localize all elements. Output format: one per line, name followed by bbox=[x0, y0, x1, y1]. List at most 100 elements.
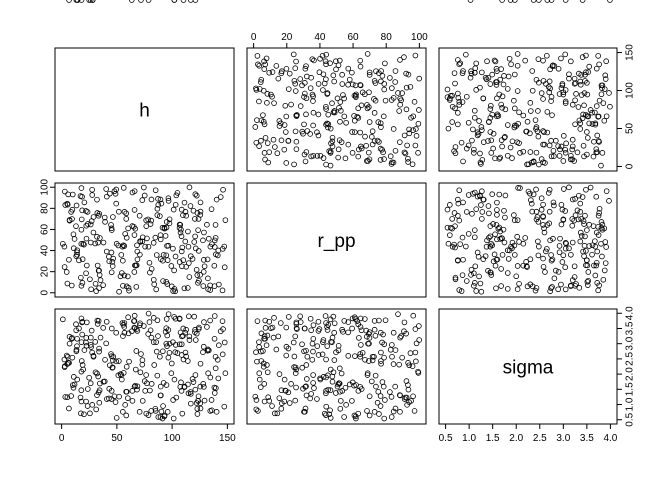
data-point bbox=[483, 243, 490, 250]
data-point bbox=[413, 340, 420, 347]
data-point bbox=[467, 74, 474, 81]
data-point bbox=[552, 267, 559, 274]
data-point bbox=[488, 137, 495, 144]
data-point bbox=[504, 286, 511, 292]
data-point bbox=[207, 374, 214, 381]
data-point bbox=[455, 196, 461, 203]
data-point bbox=[153, 252, 160, 258]
data-point bbox=[96, 348, 102, 355]
data-point bbox=[283, 343, 290, 350]
data-point bbox=[180, 325, 187, 332]
data-point bbox=[494, 113, 500, 120]
data-point bbox=[397, 392, 403, 399]
data-point bbox=[544, 222, 551, 228]
tick-label: 2.0 bbox=[509, 433, 523, 444]
data-point bbox=[323, 103, 329, 110]
data-point bbox=[511, 242, 518, 249]
data-point bbox=[92, 369, 99, 376]
data-point bbox=[303, 95, 310, 102]
data-point bbox=[97, 334, 104, 341]
data-point bbox=[293, 319, 300, 326]
data-point bbox=[209, 241, 215, 247]
tick-label: 1.0 bbox=[462, 433, 476, 444]
data-point bbox=[64, 394, 71, 401]
data-point bbox=[293, 384, 299, 391]
data-point bbox=[108, 388, 115, 394]
scatter-h-vs-r_pp bbox=[252, 51, 423, 169]
data-point bbox=[389, 353, 395, 360]
data-point bbox=[540, 96, 546, 102]
data-point bbox=[593, 65, 600, 72]
data-point bbox=[93, 288, 100, 294]
data-point bbox=[352, 129, 358, 135]
data-point bbox=[337, 57, 343, 64]
data-point bbox=[371, 96, 377, 102]
data-point bbox=[119, 376, 125, 383]
data-point bbox=[478, 202, 484, 208]
data-point bbox=[152, 187, 159, 194]
tick-label: 150 bbox=[625, 44, 636, 61]
data-point bbox=[301, 151, 308, 158]
data-point bbox=[192, 337, 199, 343]
data-point bbox=[568, 153, 574, 159]
data-point bbox=[415, 370, 422, 376]
data-point bbox=[74, 0, 81, 3]
data-point bbox=[502, 106, 509, 113]
data-point bbox=[547, 85, 553, 92]
data-point bbox=[507, 144, 514, 151]
data-point bbox=[401, 149, 408, 156]
data-point bbox=[254, 117, 260, 123]
data-point bbox=[408, 398, 414, 404]
data-point bbox=[388, 394, 395, 400]
data-point bbox=[494, 236, 500, 243]
data-point bbox=[220, 186, 226, 193]
data-point bbox=[157, 392, 164, 399]
data-point bbox=[278, 120, 284, 127]
data-point bbox=[83, 270, 89, 277]
data-point bbox=[477, 84, 483, 91]
data-point bbox=[542, 269, 548, 275]
data-point bbox=[201, 384, 207, 390]
data-point bbox=[366, 393, 373, 400]
data-point bbox=[497, 154, 504, 161]
data-point bbox=[320, 337, 327, 343]
data-point bbox=[376, 70, 382, 76]
data-point bbox=[292, 65, 299, 71]
data-point bbox=[308, 153, 314, 160]
data-point bbox=[123, 216, 130, 222]
data-point bbox=[569, 136, 576, 143]
data-point bbox=[307, 85, 314, 91]
data-point bbox=[335, 154, 341, 161]
data-point bbox=[416, 107, 422, 113]
data-point bbox=[592, 238, 598, 244]
data-point bbox=[354, 113, 361, 120]
data-point bbox=[301, 348, 307, 355]
data-point bbox=[125, 285, 132, 291]
data-point bbox=[380, 383, 387, 390]
data-point bbox=[471, 150, 477, 156]
data-point bbox=[374, 137, 381, 144]
data-point bbox=[132, 262, 139, 269]
data-point bbox=[145, 310, 152, 317]
data-point bbox=[178, 206, 185, 213]
data-point bbox=[382, 397, 388, 403]
data-point bbox=[369, 353, 376, 360]
data-point bbox=[516, 109, 522, 116]
data-point bbox=[586, 120, 593, 127]
data-point bbox=[485, 138, 491, 144]
data-point bbox=[320, 71, 327, 78]
data-point bbox=[139, 234, 146, 241]
data-point bbox=[530, 158, 537, 165]
data-point bbox=[78, 339, 85, 345]
data-point bbox=[134, 328, 141, 334]
data-point bbox=[512, 122, 518, 129]
data-point bbox=[500, 226, 507, 233]
data-point bbox=[357, 384, 364, 390]
data-point bbox=[355, 105, 362, 112]
data-point bbox=[376, 411, 382, 417]
data-point bbox=[212, 222, 219, 228]
data-point bbox=[389, 85, 395, 91]
data-point bbox=[73, 223, 79, 229]
data-point bbox=[97, 380, 103, 387]
data-point bbox=[337, 99, 344, 105]
